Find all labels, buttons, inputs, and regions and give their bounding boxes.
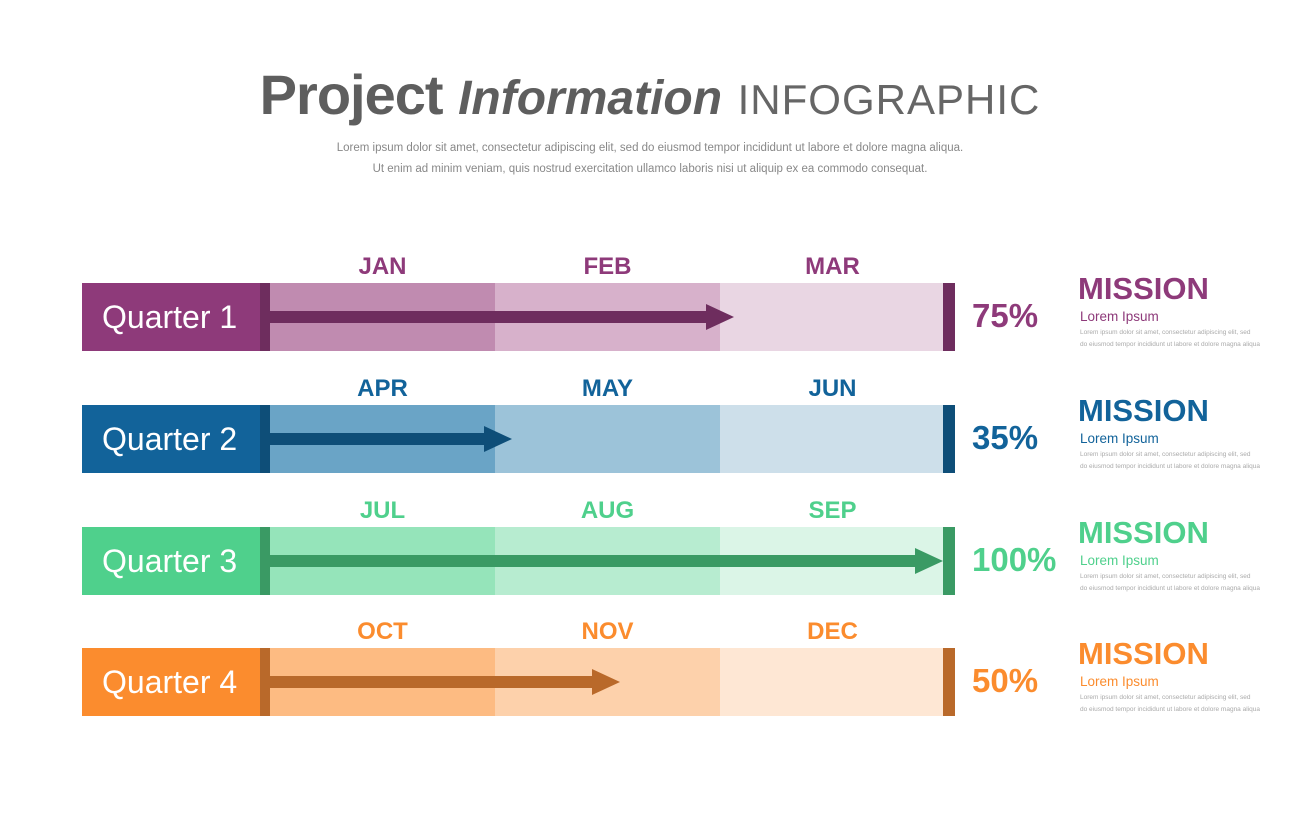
percent-label: 50% bbox=[972, 662, 1039, 699]
quarter-label: Quarter 1 bbox=[82, 283, 260, 351]
track-end-cap bbox=[943, 405, 955, 473]
percent-label: 75% bbox=[972, 297, 1039, 334]
mission-description: do eiusmod tempor incididunt ut labore e… bbox=[1080, 585, 1260, 592]
mission-description: do eiusmod tempor incididunt ut labore e… bbox=[1080, 341, 1260, 348]
subtitle-line-1: Lorem ipsum dolor sit amet, consectetur … bbox=[336, 142, 964, 154]
month-label: AUG bbox=[580, 497, 635, 524]
month-segment bbox=[495, 405, 720, 473]
month-label: FEB bbox=[583, 253, 632, 280]
track-end-cap bbox=[943, 648, 955, 716]
mission-description: do eiusmod tempor incididunt ut labore e… bbox=[1080, 463, 1260, 470]
month-segment bbox=[720, 283, 944, 351]
month-segment bbox=[720, 648, 944, 716]
month-label: MAY bbox=[581, 375, 634, 402]
quarter-edge bbox=[260, 283, 270, 351]
mission-subheading: Lorem Ipsum bbox=[1080, 674, 1159, 689]
month-label: SEP bbox=[808, 497, 857, 524]
month-label: DEC bbox=[807, 618, 858, 645]
month-segment bbox=[720, 405, 944, 473]
percent-label: 35% bbox=[972, 419, 1039, 456]
month-label: JAN bbox=[358, 253, 407, 280]
title-light: INFOGRAPHIC bbox=[737, 76, 1041, 123]
quarter-edge bbox=[260, 527, 270, 595]
month-label: JUN bbox=[808, 375, 857, 402]
mission-description: Lorem ipsum dolor sit amet, consectetur … bbox=[1080, 329, 1251, 336]
percent-label: 100% bbox=[972, 541, 1057, 578]
quarter-row: Quarter 1 JAN FEB MAR 75% bbox=[82, 253, 1038, 351]
track-end-cap bbox=[943, 527, 955, 595]
mission-block: MISSION Lorem Ipsum Lorem ipsum dolor si… bbox=[1078, 271, 1278, 351]
quarter-edge bbox=[260, 405, 270, 473]
month-label: JUL bbox=[359, 497, 406, 524]
quarter-row: Quarter 2 APR MAY JUN 35% bbox=[82, 375, 1038, 473]
mission-description: Lorem ipsum dolor sit amet, consectetur … bbox=[1080, 694, 1251, 701]
mission-heading: MISSION bbox=[1078, 393, 1209, 428]
progress-arrow-icon bbox=[270, 548, 943, 574]
month-label: APR bbox=[357, 375, 408, 402]
mission-description: Lorem ipsum dolor sit amet, consectetur … bbox=[1080, 451, 1251, 458]
quarter-row: Quarter 4 OCT NOV DEC 50% bbox=[82, 618, 1038, 716]
mission-heading: MISSION bbox=[1078, 636, 1209, 671]
mission-subheading: Lorem Ipsum bbox=[1080, 309, 1159, 324]
subtitle-line-2: Ut enim ad minim veniam, quis nostrud ex… bbox=[372, 163, 928, 175]
quarter-label: Quarter 2 bbox=[82, 405, 260, 473]
mission-subheading: Lorem Ipsum bbox=[1080, 553, 1159, 568]
title-bold: Project bbox=[259, 63, 444, 126]
mission-subheading: Lorem Ipsum bbox=[1080, 431, 1159, 446]
quarter-label: Quarter 4 bbox=[82, 648, 260, 716]
quarter-edge bbox=[260, 648, 270, 716]
mission-description: Lorem ipsum dolor sit amet, consectetur … bbox=[1080, 573, 1251, 580]
progress-arrow-icon bbox=[270, 669, 620, 695]
mission-block: MISSION Lorem Ipsum Lorem ipsum dolor si… bbox=[1078, 636, 1278, 716]
mission-description: do eiusmod tempor incididunt ut labore e… bbox=[1080, 706, 1260, 713]
quarter-row: Quarter 3 JUL AUG SEP 100% bbox=[82, 497, 1056, 595]
mission-block: MISSION Lorem Ipsum Lorem ipsum dolor si… bbox=[1078, 515, 1278, 595]
mission-heading: MISSION bbox=[1078, 271, 1209, 306]
quarter-label: Quarter 3 bbox=[82, 527, 260, 595]
progress-arrow-icon bbox=[270, 304, 734, 330]
title-italic: Information bbox=[458, 72, 723, 125]
month-label: OCT bbox=[357, 618, 408, 645]
page-title: Project Information INFOGRAPHIC bbox=[0, 62, 1300, 127]
progress-arrow-icon bbox=[270, 426, 512, 452]
month-label: MAR bbox=[805, 253, 860, 280]
mission-heading: MISSION bbox=[1078, 515, 1209, 550]
month-label: NOV bbox=[581, 618, 634, 645]
track-end-cap bbox=[943, 283, 955, 351]
mission-block: MISSION Lorem Ipsum Lorem ipsum dolor si… bbox=[1078, 393, 1278, 473]
